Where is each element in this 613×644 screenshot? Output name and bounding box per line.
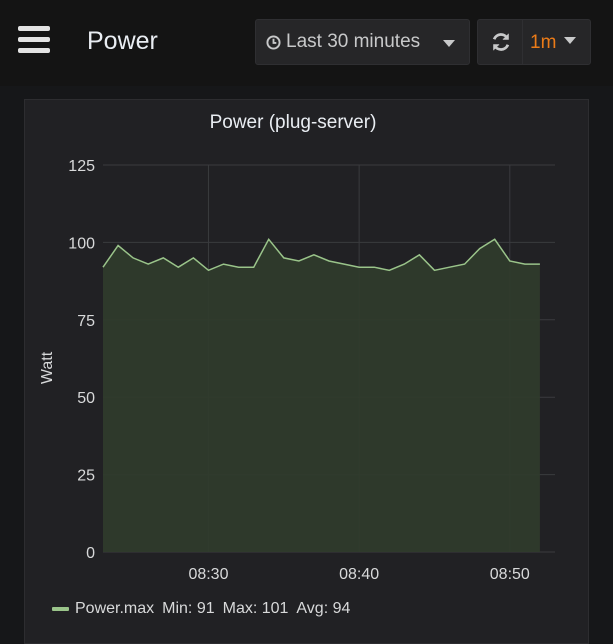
y-tick-label: 0 [86,545,95,562]
power-chart: 0 25 50 75 100 125 08:30 08:40 08:50 Watt [0,0,613,600]
y-axis-ticks: 0 25 50 75 100 125 [68,158,95,562]
chart-legend: Power.max Min: 91 Max: 101 Avg: 94 [52,600,350,618]
y-axis-label: Watt [39,351,56,384]
legend-min: Min: 91 [162,600,214,618]
chart-area [103,239,540,552]
x-axis-ticks: 08:30 08:40 08:50 [188,566,529,583]
x-tick-label: 08:30 [188,566,228,583]
legend-series-name[interactable]: Power.max [75,600,154,618]
y-tick-label: 50 [77,390,95,407]
series-area-fill [103,239,540,552]
y-tick-label: 100 [68,235,95,252]
legend-swatch[interactable] [52,607,69,611]
y-tick-label: 75 [77,313,95,330]
legend-max: Max: 101 [223,600,289,618]
y-tick-label: 25 [77,468,95,485]
x-tick-label: 08:40 [339,566,379,583]
x-tick-label: 08:50 [490,566,530,583]
y-tick-label: 125 [68,158,95,175]
legend-avg: Avg: 94 [296,600,350,618]
